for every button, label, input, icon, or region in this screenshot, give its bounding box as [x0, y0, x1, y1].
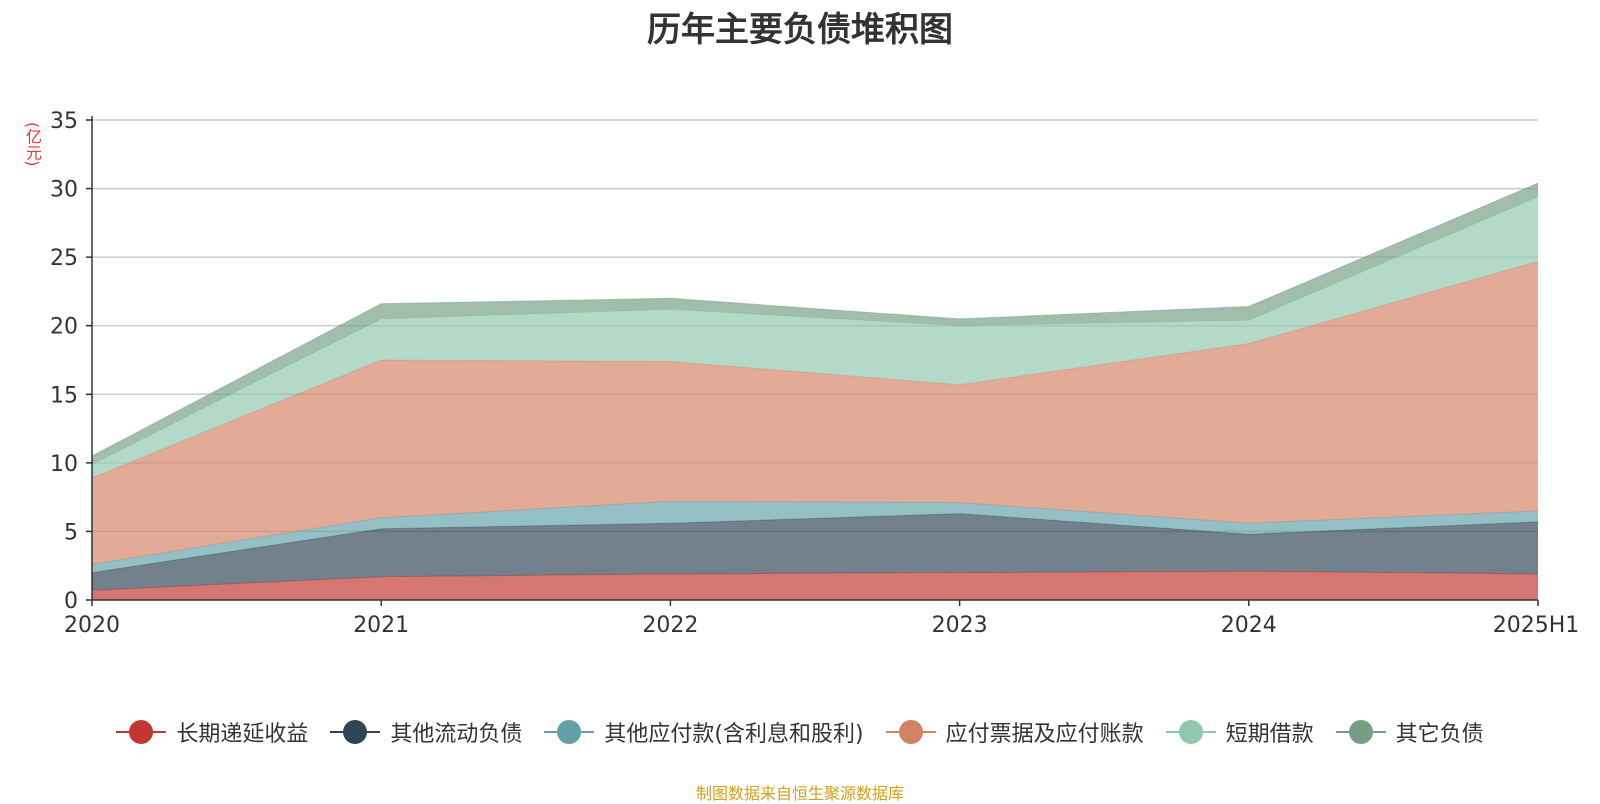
x-tick-label-0: 2020 — [64, 613, 120, 638]
legend: 长期递延收益 其他流动负债 其他应付款(含利息和股利) 应付票据及应付账款 短期借款 其它… — [0, 716, 1600, 748]
x-tick-label-4: 2024 — [1221, 613, 1277, 638]
legend-item-0[interactable]: 长期递延收益 — [116, 716, 308, 748]
y-axis-unit-label: (亿元) — [23, 122, 42, 167]
legend-marker-icon — [1165, 720, 1216, 744]
y-tick-label-5: 25 — [50, 246, 78, 271]
legend-label: 其他流动负债 — [390, 722, 523, 747]
legend-label: 短期借款 — [1225, 722, 1314, 747]
legend-marker-icon — [1335, 720, 1386, 744]
area-series-0 — [92, 571, 1538, 600]
area-series-1 — [92, 513, 1538, 591]
area-series-4 — [92, 196, 1538, 478]
y-tick-label-6: 30 — [50, 178, 78, 203]
legend-item-5[interactable]: 其它负债 — [1335, 716, 1484, 748]
y-tick-label-3: 15 — [50, 383, 78, 408]
legend-label: 应付票据及应付账款 — [945, 722, 1144, 747]
y-tick-label-1: 5 — [64, 520, 78, 545]
legend-item-3[interactable]: 应付票据及应付账款 — [885, 716, 1144, 748]
x-tick-label-1: 2021 — [353, 613, 409, 638]
legend-item-4[interactable]: 短期借款 — [1165, 716, 1314, 748]
series-line-5 — [91, 182, 1539, 457]
y-tick-label-0: 0 — [64, 589, 78, 614]
x-tick-label-2: 2022 — [642, 613, 698, 638]
y-tick-label-4: 20 — [50, 315, 78, 340]
legend-label: 长期递延收益 — [176, 722, 309, 747]
legend-item-1[interactable]: 其他流动负债 — [330, 716, 522, 748]
legend-label: 其它负债 — [1395, 722, 1484, 747]
legend-item-2[interactable]: 其他应付款(含利息和股利) — [544, 716, 864, 748]
legend-marker-icon — [544, 720, 595, 744]
legend-marker-icon — [330, 720, 381, 744]
legend-label: 其他应付款(含利息和股利) — [604, 722, 864, 747]
source-note: 制图数据来自恒生聚源数据库 — [695, 784, 904, 803]
legend-marker-icon — [885, 720, 936, 744]
area-series-2 — [92, 501, 1538, 573]
area-chart: 0 5 10 15 20 25 30 35 2020 2021 2022 2023 2024 2025H1 — [50, 109, 1579, 638]
y-tick-label-2: 10 — [50, 452, 78, 477]
x-tick-label-3: 2023 — [932, 613, 988, 638]
area-series-3 — [92, 261, 1538, 565]
legend-marker-icon — [116, 720, 167, 744]
axes: 0 5 10 15 20 25 30 35 2020 2021 2022 2023 2024 2025H1 — [50, 109, 1579, 638]
chart-title: 历年主要负债堆积图 — [647, 10, 953, 50]
y-tick-label-7: 35 — [50, 109, 78, 134]
stacked-areas — [91, 182, 1539, 600]
x-tick-label-5: 2025H1 — [1493, 613, 1580, 638]
